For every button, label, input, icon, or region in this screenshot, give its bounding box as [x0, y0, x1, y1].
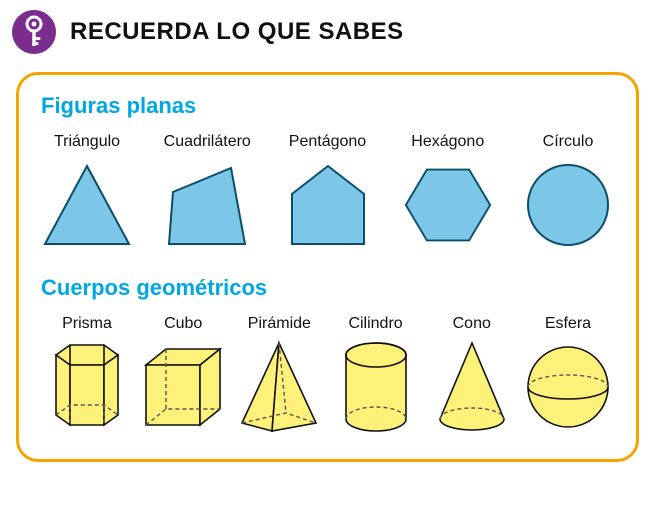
cone-icon	[426, 341, 518, 433]
solid-cone: Cono	[426, 315, 518, 433]
triangle-icon	[41, 159, 133, 251]
key-icon	[12, 10, 56, 54]
prism-icon	[41, 341, 133, 433]
cube-icon	[137, 341, 229, 433]
section-title-solids: Cuerpos geométricos	[41, 275, 614, 301]
shape-label: Cubo	[164, 315, 202, 333]
shape-label: Cono	[453, 315, 491, 333]
solid-shapes-row: Prisma Cubo	[41, 315, 614, 433]
flat-shapes-row: Triángulo Cuadrilátero Pentágono	[41, 133, 614, 251]
pyramid-icon	[233, 341, 325, 433]
shape-label: Círculo	[543, 133, 594, 151]
pentagon-icon	[282, 159, 374, 251]
shape-label: Pentágono	[289, 133, 366, 151]
shape-hexagon: Hexágono	[402, 133, 494, 251]
shape-label: Pirámide	[248, 315, 311, 333]
shape-circle: Círculo	[522, 133, 614, 251]
solid-sphere: Esfera	[522, 315, 614, 433]
shape-label: Cuadrilátero	[164, 133, 251, 151]
quadrilateral-icon	[161, 159, 253, 251]
content-panel: Figuras planas Triángulo Cuadrilátero Pe…	[16, 72, 639, 462]
sphere-icon	[522, 341, 614, 433]
section-title-flat: Figuras planas	[41, 93, 614, 119]
shape-label: Esfera	[545, 315, 591, 333]
shape-label: Cilindro	[348, 315, 402, 333]
page-title: RECUERDA LO QUE SABES	[70, 18, 404, 46]
circle-icon	[522, 159, 614, 251]
header: RECUERDA LO QUE SABES	[12, 10, 643, 54]
shape-label: Triángulo	[54, 133, 120, 151]
solid-pyramid: Pirámide	[233, 315, 325, 433]
cylinder-icon	[330, 341, 422, 433]
shape-quadrilateral: Cuadrilátero	[161, 133, 253, 251]
shape-triangle: Triángulo	[41, 133, 133, 251]
solid-cylinder: Cilindro	[330, 315, 422, 433]
shape-pentagon: Pentágono	[282, 133, 374, 251]
solid-prism: Prisma	[41, 315, 133, 433]
solid-cube: Cubo	[137, 315, 229, 433]
shape-label: Hexágono	[411, 133, 484, 151]
shape-label: Prisma	[62, 315, 112, 333]
hexagon-icon	[402, 159, 494, 251]
